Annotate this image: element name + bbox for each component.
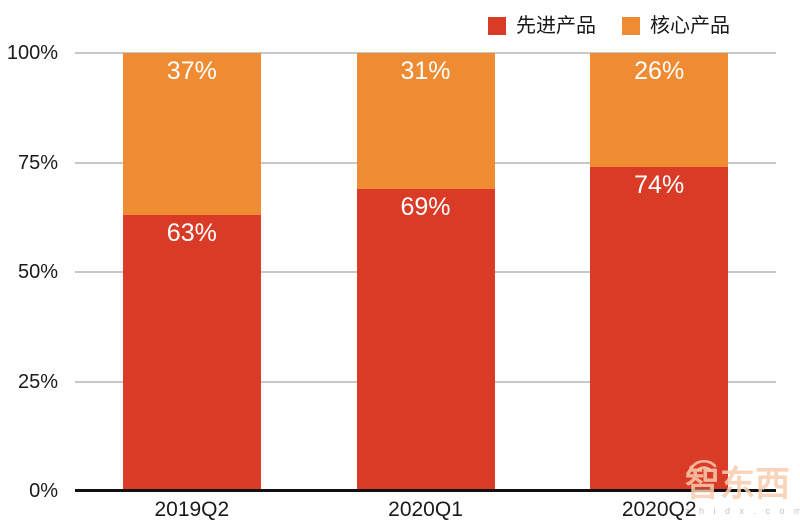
- bar-segment-2020Q1-先进产品: 69%: [356, 188, 495, 491]
- legend-label: 核心产品: [650, 15, 730, 37]
- bar-slot-2019Q2: 63% 37%: [75, 53, 309, 491]
- bar-value-label: 37%: [166, 57, 217, 86]
- plot-area: 63% 37% 69% 31% 74% 26%: [75, 52, 776, 492]
- bar-value-label: 63%: [166, 219, 217, 248]
- legend-swatch-icon: [488, 17, 506, 35]
- bar-2020Q1: 69% 31%: [356, 53, 495, 491]
- legend-item-核心产品: 核心产品: [622, 16, 730, 36]
- x-axis-line: [75, 489, 776, 492]
- y-axis-tick-25: 25%: [17, 370, 58, 393]
- legend-item-先进产品: 先进产品: [488, 16, 596, 36]
- legend-swatch-icon: [622, 17, 640, 35]
- bar-segment-2020Q1-核心产品: 31%: [356, 53, 495, 189]
- bar-slot-2020Q1: 69% 31%: [309, 53, 543, 491]
- bar-value-label: 69%: [400, 192, 451, 221]
- y-axis-tick-50: 50%: [17, 261, 58, 283]
- bar-segment-2019Q2-先进产品: 63%: [122, 215, 261, 491]
- y-axis-tick-0: 0%: [29, 480, 58, 502]
- legend-label: 先进产品: [516, 15, 596, 37]
- x-axis-label-2020Q2: 2020Q2: [621, 498, 697, 521]
- bar-segment-2019Q2-核心产品: 37%: [122, 53, 261, 216]
- bar-slot-2020Q2: 74% 26%: [542, 53, 776, 491]
- chart-legend: 先进产品 核心产品: [488, 16, 730, 36]
- y-axis-tick-75: 75%: [17, 151, 58, 174]
- x-axis-label-2020Q1: 2020Q1: [388, 498, 463, 521]
- bar-segment-2020Q2-核心产品: 26%: [590, 53, 729, 167]
- gridline-100: [75, 52, 776, 54]
- x-axis-labels: 2019Q2 2020Q1 2020Q2: [75, 497, 776, 522]
- bar-2020Q2: 74% 26%: [590, 53, 729, 491]
- bar-segment-2020Q2-先进产品: 74%: [590, 166, 729, 491]
- bar-2019Q2: 63% 37%: [122, 53, 261, 491]
- x-axis-label-2019Q2: 2019Q2: [154, 498, 230, 521]
- bar-value-label: 31%: [400, 57, 451, 86]
- bars-container: 63% 37% 69% 31% 74% 26%: [75, 53, 776, 491]
- bar-value-label: 74%: [634, 170, 685, 199]
- bar-value-label: 26%: [634, 57, 685, 86]
- y-axis-tick-100: 100%: [6, 42, 58, 64]
